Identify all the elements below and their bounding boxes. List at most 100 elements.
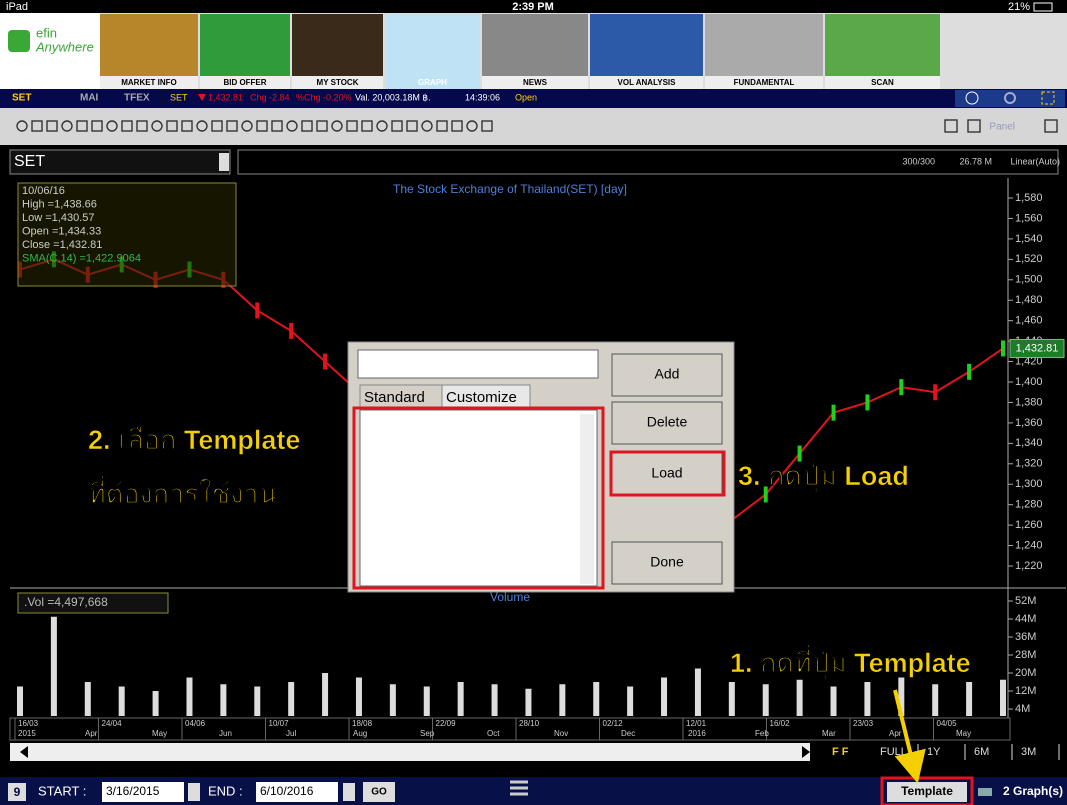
chart-title: The Stock Exchange of Thailand(SET) [day… [393, 182, 627, 196]
range-button[interactable]: FULL [880, 746, 907, 758]
start-date: 3/16/2015 [106, 784, 160, 798]
candle [967, 364, 971, 380]
volume-bar [831, 687, 837, 717]
volume-info: .Vol =4,497,668 [24, 595, 108, 609]
tab-image[interactable] [482, 14, 588, 76]
tab-image[interactable] [200, 14, 290, 76]
tab-image[interactable] [705, 14, 823, 76]
date-label: 22/09 [436, 719, 457, 728]
volume-bar [627, 687, 633, 717]
date-label: 18/08 [352, 719, 373, 728]
tab-label: MY STOCK [317, 78, 359, 87]
volume-bar [288, 682, 294, 716]
candle [1001, 340, 1005, 356]
template-list [360, 410, 597, 586]
ticker-value: Val. 20,003.18M ฿. [355, 92, 431, 102]
symbol: SET [14, 153, 45, 170]
dialog-tab-label: Customize [446, 389, 517, 406]
price-tick-label: 1,340 [1015, 437, 1043, 449]
month-label: Mar [822, 729, 836, 738]
clock: 2:39 PM [512, 1, 554, 13]
start-label: START : [38, 783, 86, 798]
volume-bar [85, 682, 91, 716]
tab-label: NEWS [523, 78, 548, 87]
month-label: Feb [755, 729, 769, 738]
volume-tick-label: 52M [1015, 595, 1036, 607]
screen: iPad 2:39 PM 21% efin Anywhere MARKET IN… [0, 0, 1067, 805]
go-label: GO [371, 787, 387, 798]
volume-bar [390, 684, 396, 716]
candle [798, 446, 802, 462]
price-tick-label: 1,240 [1015, 539, 1043, 551]
tab-image[interactable] [385, 14, 480, 76]
market-tab[interactable]: TFEX [124, 93, 150, 104]
volume-bar [695, 669, 701, 717]
tab-label: VOL ANALYSIS [618, 78, 677, 87]
tab-image[interactable] [292, 14, 383, 76]
zoom-icons[interactable]: F F [832, 746, 849, 758]
month-label: Apr [85, 729, 98, 738]
price-tick-label: 1,540 [1015, 233, 1043, 245]
symbol-dropdown[interactable] [219, 153, 229, 171]
toolbar [0, 108, 1067, 145]
template-name-input[interactable] [358, 350, 598, 378]
annotation: 1. กดที่ปุ่ม Template [730, 643, 971, 680]
ticker-symbol: SET [170, 92, 188, 102]
device: iPad [6, 1, 28, 13]
month-label: May [152, 729, 167, 738]
tab-image[interactable] [825, 14, 940, 76]
panel-button[interactable]: Panel [989, 122, 1015, 133]
tab-image[interactable] [100, 14, 198, 76]
info-line: Low =1,430.57 [22, 212, 94, 224]
market-tab[interactable]: SET [12, 93, 31, 104]
logo-text: Anywhere [35, 39, 94, 54]
volume-bar [254, 687, 260, 717]
page: { "status_bar": {"device": "iPad", "time… [0, 0, 1067, 805]
info-line: Close =1,432.81 [22, 239, 102, 251]
candle [933, 384, 937, 400]
candle [865, 394, 869, 410]
tab-label: MARKET INFO [121, 78, 177, 87]
template-label: Template [901, 784, 953, 798]
volume-tick-label: 28M [1015, 649, 1036, 661]
price-tick-label: 1,400 [1015, 376, 1043, 388]
graphs-button[interactable]: 2 Graph(s) [1003, 784, 1063, 798]
volume-tick-label: 20M [1015, 667, 1036, 679]
month-label: Dec [621, 729, 635, 738]
info-line: High =1,438.66 [22, 198, 97, 210]
date-label: 23/03 [853, 719, 874, 728]
volume-bar [525, 689, 531, 716]
logo-text: efin [36, 25, 57, 40]
date-label: 04/06 [185, 719, 206, 728]
calendar-day: 9 [14, 785, 21, 799]
price-tick-label: 1,280 [1015, 499, 1043, 511]
price-tick-label: 1,220 [1015, 560, 1043, 572]
volume-tick-label: 44M [1015, 613, 1036, 625]
market-tab[interactable]: MAI [80, 93, 99, 104]
range-button[interactable]: 6M [974, 746, 989, 758]
range-button[interactable]: 1Y [927, 746, 941, 758]
volume-bar [864, 682, 870, 716]
month-label: Oct [487, 729, 500, 738]
list-scrollbar[interactable] [580, 414, 594, 584]
date-label: 02/12 [603, 719, 624, 728]
month-label: Apr [889, 729, 902, 738]
volume-bar [220, 684, 226, 716]
candle [255, 302, 259, 318]
bars-count: 300/300 [902, 156, 935, 166]
scrollbar[interactable] [10, 743, 810, 761]
date-label: 04/05 [937, 719, 958, 728]
range-button[interactable]: 3M [1021, 746, 1036, 758]
volume-bar [186, 678, 192, 717]
month-label: Jul [286, 729, 296, 738]
volume-bar [119, 687, 125, 717]
price-tick-label: 1,520 [1015, 253, 1043, 265]
logo-icon[interactable] [8, 30, 30, 52]
end-date: 6/10/2016 [260, 784, 314, 798]
date-label: 16/02 [770, 719, 791, 728]
start-dropdown[interactable] [188, 783, 200, 801]
end-dropdown[interactable] [343, 783, 355, 801]
date-label: 16/03 [18, 719, 39, 728]
tab-image[interactable] [590, 14, 703, 76]
dialog-tab-label: Standard [364, 389, 425, 406]
